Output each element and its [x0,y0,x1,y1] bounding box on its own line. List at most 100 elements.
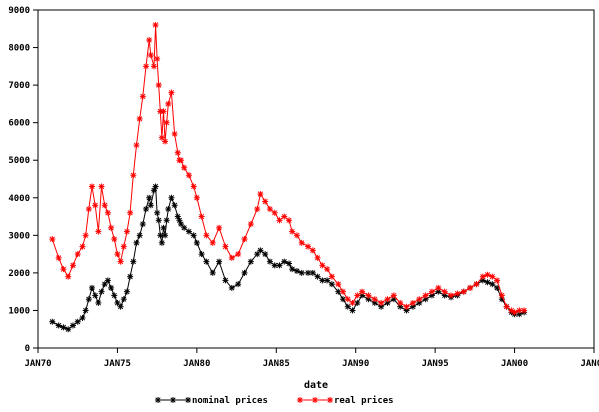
data-point [494,277,501,284]
data-point [120,243,127,250]
data-point [55,254,62,261]
data-point [340,288,347,295]
data-point [168,89,175,96]
data-point [117,303,124,310]
data-point [314,273,321,280]
x-axis-title: date [304,380,328,391]
data-point [319,262,326,269]
data-point [428,288,435,295]
data-point [127,209,134,216]
data-point [65,273,72,280]
data-point [193,194,200,201]
data-point [467,284,474,291]
data-point [104,209,111,216]
data-point [397,299,404,306]
y-axis: 0 1000 2000 3000 4000 5000 6000 7000 8000 9000 [8,6,38,354]
y-tick-label: 1000 [8,306,30,316]
data-point [190,183,197,190]
data-point [133,142,140,149]
data-point [222,243,229,250]
data-point [108,224,115,231]
data-point [79,314,86,321]
data-point [428,292,435,299]
data-point [222,277,229,284]
data-point [147,202,154,209]
data-point [349,307,356,314]
data-point [171,202,178,209]
data-point [479,273,486,280]
data-point [163,217,170,224]
y-tick-label: 6000 [8,119,30,129]
data-point [435,284,442,291]
data-point [521,307,528,314]
data-point [108,284,115,291]
data-point [92,292,99,299]
data-point [95,299,102,306]
data-point [209,239,216,246]
data-point [82,232,89,239]
data-point [422,296,429,303]
data-point [328,281,335,288]
data-point [152,22,159,29]
data-point [371,299,378,306]
data-point [198,251,205,258]
data-point [262,198,269,205]
data-point [422,292,429,299]
data-point [139,221,146,228]
data-point [281,213,288,220]
data-point [257,247,264,254]
legend-label: nominal prices [192,395,268,406]
data-point [152,183,159,190]
x-tick-label: JAN85 [263,359,290,369]
data-point [489,273,496,280]
data-point [484,279,491,286]
data-point [69,262,76,269]
data-point [324,277,331,284]
data-point [181,224,188,231]
data-point [262,251,269,258]
data-point [335,281,342,288]
data-point [139,93,146,100]
data-point [503,303,510,310]
legend-item-1: real prices [297,395,394,406]
data-point [123,288,130,295]
data-point [74,318,81,325]
data-point [95,228,102,235]
data-point [171,130,178,137]
data-point [305,243,312,250]
legend-label: real prices [334,395,394,406]
data-point [309,247,316,254]
data-point [285,217,292,224]
y-tick-label: 5000 [8,156,30,166]
series-line [52,186,525,330]
data-point [114,251,121,258]
data-point [344,296,351,303]
data-point [489,281,496,288]
data-point [160,224,167,231]
data-point [162,138,169,145]
data-point [98,183,105,190]
data-point [120,296,127,303]
y-tick-label: 3000 [8,231,30,241]
data-point [327,397,333,403]
data-point [198,213,205,220]
data-point [228,254,235,261]
data-point [174,149,181,156]
data-point [165,206,172,213]
data-point [241,236,248,243]
series-line [51,24,525,313]
data-point [319,277,326,284]
data-point [203,232,210,239]
data-point [136,232,143,239]
data-point [146,194,153,201]
data-point [89,284,96,291]
data-point [354,292,361,299]
data-point [241,269,248,276]
plot-frame [37,9,595,349]
data-point [276,217,283,224]
data-point [511,309,518,316]
data-point [349,299,356,306]
data-point [441,288,448,295]
data-point [297,397,303,403]
